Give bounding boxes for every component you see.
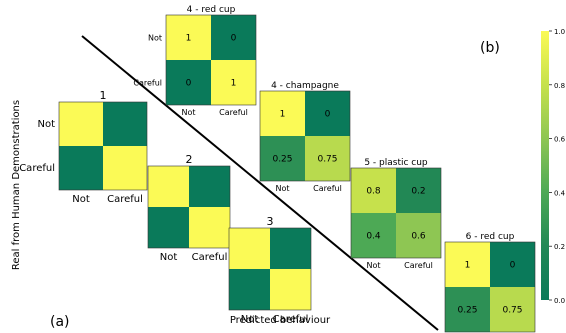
matrix-title: 1 xyxy=(100,89,107,102)
matrix-cell xyxy=(351,213,396,258)
matrix-cell xyxy=(59,146,103,190)
col-label: Not xyxy=(275,184,289,193)
matrix-4: 4 - red cup 1 0 0 1 Not Careful Not Careful xyxy=(133,5,257,117)
matrix-6: 5 - plastic cup 0.8 0.2 0.4 0.6 Not Careful xyxy=(350,158,442,270)
confusion-matrices: 1 Not Careful Not Careful 2 Not Careful 3 Not Care… xyxy=(19,5,536,333)
matrix-cell xyxy=(189,166,230,207)
y-axis-title: Real from Human Demonstrations xyxy=(11,100,22,270)
matrix-cell xyxy=(490,242,535,287)
matrix-cell xyxy=(396,213,441,258)
matrix-title: 2 xyxy=(186,153,193,166)
cell-value: 1 xyxy=(280,110,286,120)
x-axis-title: Predicted behaviour xyxy=(230,315,331,326)
matrix-frame xyxy=(228,227,312,311)
col-label: Not xyxy=(72,194,90,205)
matrix-title: 5 - plastic cup xyxy=(364,158,428,168)
matrix-cell xyxy=(103,102,147,146)
cell-value: 0.75 xyxy=(502,306,522,316)
col-label: Not xyxy=(181,108,195,117)
matrix-cell xyxy=(166,15,211,60)
cell-value: 0 xyxy=(325,110,331,120)
matrix-cell xyxy=(351,168,396,213)
colorbar-tick-label: 0.6 xyxy=(554,136,566,144)
colorbar-tick-label: 0.2 xyxy=(554,243,565,251)
matrix-cell xyxy=(148,207,189,248)
cell-value: 0.4 xyxy=(366,232,381,242)
col-label: Not xyxy=(160,252,178,263)
matrix-cell xyxy=(229,269,270,310)
colorbar-tick-label: 0.0 xyxy=(554,297,565,305)
cell-value: 0.25 xyxy=(457,306,477,316)
matrix-cell xyxy=(260,136,305,181)
cell-value: 0 xyxy=(186,79,192,89)
matrix-title: 4 - red cup xyxy=(187,5,236,15)
diagonal-separator xyxy=(81,35,439,331)
col-label: Careful xyxy=(404,261,433,270)
matrix-cell xyxy=(229,228,270,269)
colorbar-tick-label: 0.8 xyxy=(554,82,565,90)
matrix-title: 3 xyxy=(267,215,274,228)
matrix-cell xyxy=(270,228,311,269)
cell-value: 0.8 xyxy=(366,187,381,197)
matrix-2: 2 Not Careful xyxy=(147,153,231,263)
matrix-cell xyxy=(445,242,490,287)
cell-value: 1 xyxy=(186,34,192,44)
matrix-frame xyxy=(165,14,257,106)
matrix-cell xyxy=(305,91,350,136)
panel-label-b: (b) xyxy=(480,40,500,56)
matrix-cell xyxy=(211,15,256,60)
col-label: Careful xyxy=(313,184,342,193)
matrix-cell xyxy=(305,136,350,181)
colorbar-tick-label: 0.4 xyxy=(554,189,566,197)
matrix-title: 4 - champagne xyxy=(271,81,339,91)
matrix-title: 6 - red cup xyxy=(466,232,515,242)
matrix-cell xyxy=(270,269,311,310)
cell-value: 1 xyxy=(231,79,237,89)
col-label: Careful xyxy=(219,108,248,117)
row-label: Not xyxy=(148,34,162,43)
col-label: Not xyxy=(241,314,259,325)
colorbar-ticks: 0.0 0.2 0.4 0.6 0.8 1.0 xyxy=(549,28,566,305)
colorbar: 0.0 0.2 0.4 0.6 0.8 1.0 xyxy=(541,28,566,305)
row-label: Careful xyxy=(133,79,162,88)
col-label: Careful xyxy=(107,194,143,205)
panel-label-a: (a) xyxy=(50,314,70,330)
matrix-1: 1 Not Careful Not Careful xyxy=(19,89,148,205)
matrix-cell xyxy=(59,102,103,146)
colorbar-gradient xyxy=(541,31,549,300)
matrix-cell xyxy=(103,146,147,190)
matrix-cell xyxy=(211,60,256,105)
cell-value: 0 xyxy=(231,34,237,44)
matrix-cell xyxy=(490,287,535,332)
cell-value: 0.25 xyxy=(272,155,292,165)
matrix-5: 4 - champagne 1 0 0.25 0.75 Not Careful xyxy=(259,81,351,193)
colorbar-tick-label: 1.0 xyxy=(554,28,565,36)
cell-value: 0.75 xyxy=(317,155,337,165)
cell-value: 1 xyxy=(465,261,471,271)
cell-value: 0.6 xyxy=(411,232,426,242)
col-label: Not xyxy=(366,261,380,270)
cell-value: 0 xyxy=(510,261,516,271)
col-label: Careful xyxy=(273,314,309,325)
matrix-frame xyxy=(58,101,148,191)
matrix-cell xyxy=(189,207,230,248)
cell-value: 0.2 xyxy=(411,187,425,197)
matrix-3: 3 Not Careful xyxy=(228,215,312,325)
matrix-cell xyxy=(148,166,189,207)
matrix-frame xyxy=(350,167,442,259)
col-label: Careful xyxy=(192,252,228,263)
row-label: Careful xyxy=(19,163,55,174)
matrix-cell xyxy=(166,60,211,105)
matrix-frame xyxy=(259,90,351,182)
matrix-cell xyxy=(396,168,441,213)
matrix-frame xyxy=(444,241,536,333)
row-label: Not xyxy=(37,119,55,130)
matrix-cell xyxy=(445,287,490,332)
matrix-cell xyxy=(260,91,305,136)
matrix-frame xyxy=(147,165,231,249)
